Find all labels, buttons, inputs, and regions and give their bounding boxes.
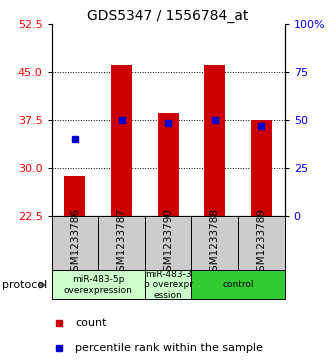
Text: GSM1233790: GSM1233790 xyxy=(163,208,173,278)
Bar xyxy=(145,216,191,270)
Bar xyxy=(238,216,285,270)
Text: control: control xyxy=(222,281,254,289)
Text: GSM1233787: GSM1233787 xyxy=(117,208,127,278)
Text: GSM1233788: GSM1233788 xyxy=(210,208,220,278)
Bar xyxy=(98,216,145,270)
Text: count: count xyxy=(75,318,107,327)
Text: miR-483-5p
overexpression: miR-483-5p overexpression xyxy=(64,275,133,295)
Bar xyxy=(111,65,132,216)
Text: percentile rank within the sample: percentile rank within the sample xyxy=(75,343,263,353)
Title: GDS5347 / 1556784_at: GDS5347 / 1556784_at xyxy=(88,9,249,23)
Bar xyxy=(191,216,238,270)
Text: GSM1233786: GSM1233786 xyxy=(70,208,80,278)
Bar xyxy=(64,176,85,216)
Text: GSM1233789: GSM1233789 xyxy=(256,208,266,278)
Bar xyxy=(145,270,191,299)
Bar xyxy=(204,65,225,216)
Bar xyxy=(52,216,98,270)
Text: protocol: protocol xyxy=(2,280,47,290)
Bar xyxy=(158,113,179,216)
Bar xyxy=(191,270,285,299)
Bar xyxy=(52,270,145,299)
Bar xyxy=(251,120,272,216)
Text: miR-483-3
p overexpr
ession: miR-483-3 p overexpr ession xyxy=(144,270,193,300)
